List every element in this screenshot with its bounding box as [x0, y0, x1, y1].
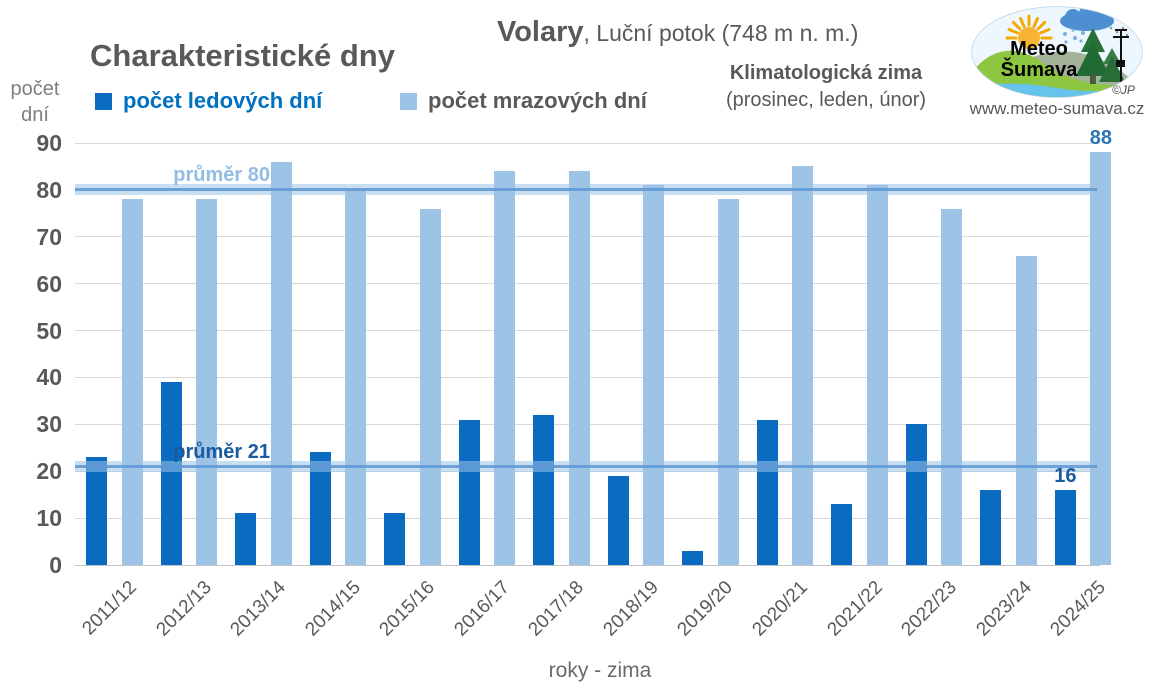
logo-credit: ©JP [1112, 83, 1135, 97]
y-axis-tick-label: 40 [36, 364, 62, 391]
average-line [75, 465, 1097, 469]
y-axis-unit-label: počet dní [0, 76, 70, 128]
x-axis-tick-label: 2014/15 [301, 577, 365, 641]
legend-frost-swatch [400, 92, 417, 110]
bar [160, 382, 182, 565]
snowflakes-icon [1063, 28, 1085, 44]
average-line-label: průměr 21 [173, 440, 270, 463]
average-line [75, 188, 1097, 192]
gridline [75, 142, 1100, 144]
bar [533, 414, 555, 565]
bar [419, 208, 441, 565]
x-axis-title: roky - zima [548, 659, 652, 682]
x-axis-tick-label: 2019/20 [673, 577, 738, 641]
station-detail: , Luční potok (748 m n. m.) [583, 20, 859, 46]
y-axis-tick-label: 90 [36, 130, 62, 156]
season-months: (prosinec, leden, únor) [725, 89, 927, 111]
bar [568, 171, 590, 565]
y-axis-tick-label: 70 [36, 223, 62, 250]
station-name: Volary [497, 16, 584, 48]
x-axis-tick-label: 2017/18 [524, 577, 589, 641]
weather-station-icon [1113, 29, 1129, 86]
sun-icon [1018, 27, 1040, 49]
bar [831, 504, 853, 565]
bar [980, 489, 1002, 565]
bar [607, 475, 629, 565]
bar [1090, 152, 1112, 565]
x-axis-tick-label: 2012/13 [152, 577, 216, 641]
bar [1054, 489, 1076, 565]
legend-item-frost-days: počet mrazových dní [400, 88, 647, 114]
chart-title: Charakteristické dny [90, 38, 395, 73]
bar [756, 419, 778, 565]
bar-value-label: 88 [1089, 127, 1112, 150]
x-axis-tick-label: 2021/22 [822, 577, 887, 641]
bar [682, 550, 704, 565]
logo-text-line2: Šumava [1001, 57, 1079, 81]
x-axis-tick-label: 2015/16 [375, 577, 440, 641]
station-title: Volary, Luční potok (748 m n. m.) [497, 16, 858, 49]
bar [458, 419, 480, 565]
x-axis-tick-label: 2020/21 [748, 577, 812, 641]
bar-value-label: 16 [1054, 464, 1077, 487]
bar [121, 199, 143, 565]
bar [941, 208, 963, 565]
season-block: Klimatologická zima (prosinec, leden, ún… [690, 60, 962, 114]
bar [1015, 255, 1037, 565]
sun-rays-icon [1005, 14, 1053, 40]
bar [270, 161, 292, 565]
y-axis-tick-label: 10 [36, 505, 62, 532]
x-axis-line [75, 564, 1100, 566]
bar [494, 171, 516, 565]
average-line-label: průměr 80 [173, 163, 270, 186]
bar [235, 513, 257, 565]
bar [866, 185, 888, 565]
legend-item-ice-days: počet ledových dní [95, 88, 322, 114]
bar [86, 457, 107, 565]
meteo-sumava-logo: Meteo Šumava [971, 6, 1143, 98]
bar [309, 452, 331, 565]
x-axis-tick-label: 2024/25 [1046, 577, 1110, 641]
y-axis-tick-label: 50 [36, 317, 62, 344]
x-axis-tick-label: 2016/17 [450, 577, 514, 641]
legend-frost-label: počet mrazových dní [428, 88, 647, 113]
x-axis-tick-label: 2018/19 [599, 577, 663, 641]
y-axis-unit-line1: počet [10, 78, 60, 100]
y-axis-tick-label: 60 [36, 270, 62, 297]
bar [905, 424, 927, 565]
logo-website: www.meteo-sumava.cz [969, 99, 1145, 118]
legend-ice-label: počet ledových dní [123, 88, 323, 113]
y-axis-tick-label: 0 [49, 552, 62, 578]
x-axis-tick-label: 2023/24 [972, 577, 1036, 641]
x-axis-tick-label: 2013/14 [226, 577, 291, 641]
bar [717, 199, 739, 565]
y-axis-unit-line2: dní [21, 104, 49, 126]
logo-text-line1: Meteo [1010, 38, 1068, 60]
bar [196, 199, 218, 565]
legend-ice-swatch [95, 92, 112, 110]
season-title: Klimatologická zima [729, 62, 923, 84]
x-axis-tick-label: 2011/12 [78, 577, 142, 640]
bar [384, 513, 406, 565]
bar [643, 185, 665, 565]
y-axis-tick-label: 80 [36, 176, 62, 203]
bar [792, 166, 814, 565]
bar [345, 189, 367, 565]
y-axis-tick-label: 20 [36, 458, 62, 485]
x-axis-tick-label: 2022/23 [897, 577, 961, 641]
y-axis-tick-label: 30 [36, 411, 62, 438]
